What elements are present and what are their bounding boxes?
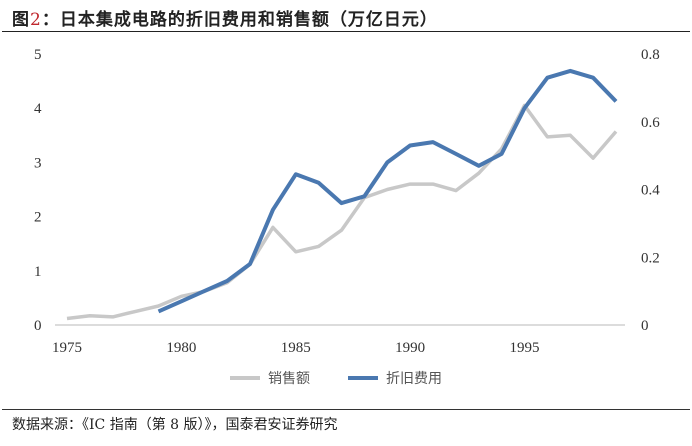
series-line-sales <box>66 103 618 321</box>
right-y-tick-label: 0.8 <box>641 47 660 63</box>
figure-title-text: ：日本集成电路的折旧费用和销售额（万亿日元） <box>41 10 438 30</box>
title-rule <box>2 31 690 32</box>
figure-title: 图2：日本集成电路的折旧费用和销售额（万亿日元） <box>12 5 438 30</box>
x-tick-label: 1980 <box>166 340 196 356</box>
left-y-tick-label: 1 <box>34 264 42 280</box>
x-tick-label: 1975 <box>52 340 82 356</box>
source-note: 数据来源：《IC 指南（第 8 版）》，国泰君安证券研究 <box>12 417 338 433</box>
left-y-tick-label: 4 <box>34 101 42 117</box>
left-y-tick-label: 2 <box>34 210 42 226</box>
x-tick-label: 1995 <box>510 340 540 356</box>
right-y-tick-label: 0.2 <box>641 250 660 266</box>
right-y-tick-label: 0 <box>641 318 649 334</box>
line-chart: 0 1 2 3 4 5 0 0.2 0.4 0.6 0.8 1975 1980 1985 1990 1995 销… <box>34 47 660 387</box>
figure-number: 2 <box>30 10 42 30</box>
left-y-tick-label: 3 <box>34 155 42 171</box>
x-tick-label: 1985 <box>281 340 311 356</box>
left-y-tick-label: 0 <box>34 318 42 334</box>
figure-prefix: 图 <box>12 10 30 30</box>
legend-label: 销售额 <box>268 371 310 387</box>
right-y-tick-label: 0.4 <box>641 183 660 199</box>
x-tick-label: 1990 <box>395 340 425 356</box>
right-y-tick-label: 0.6 <box>641 115 660 131</box>
footer-rule <box>2 409 690 410</box>
left-y-tick-label: 5 <box>34 47 42 63</box>
legend-label: 折旧费用 <box>386 371 442 387</box>
